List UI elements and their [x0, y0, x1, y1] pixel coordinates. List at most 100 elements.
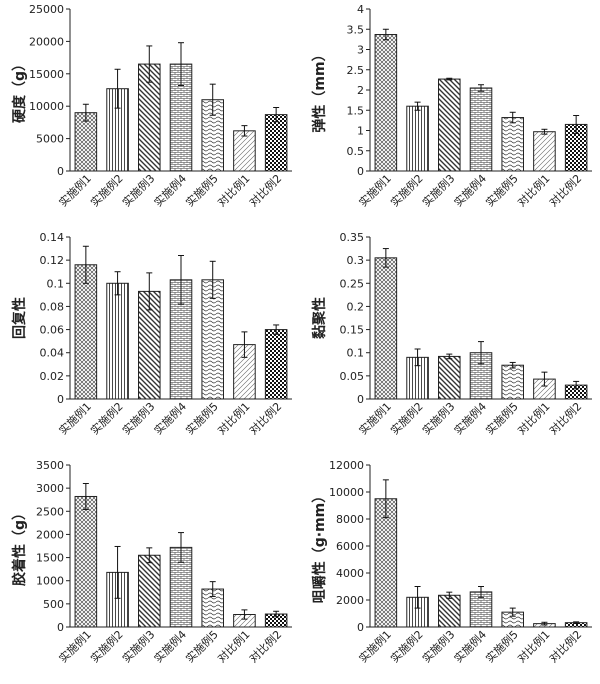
x-tick-label: 实施例2 [388, 627, 426, 665]
x-tick-label: 实施例5 [483, 399, 521, 437]
bar [138, 554, 161, 628]
y-tick-label: 3 [357, 44, 364, 57]
x-tick-label: 对比例1 [214, 399, 252, 437]
y-tick-label: 1.5 [347, 104, 365, 117]
bar [74, 264, 98, 400]
y-ticks: 0 0.02 0.04 0.06 0.08 0.1 0.12 0.14 [40, 231, 70, 406]
x-tick-label: 实施例5 [183, 399, 221, 437]
x-tick-label: 对比例1 [214, 171, 252, 209]
y-tick-label: 2500 [36, 505, 64, 518]
x-tick-label: 实施例5 [483, 171, 521, 209]
y-tick-label: 2000 [336, 594, 364, 607]
x-tick-label: 对比例1 [514, 627, 552, 665]
bar [438, 594, 461, 628]
y-tick-label: 1500 [36, 552, 64, 565]
y-axis-label: 胶着性（g） [11, 506, 28, 586]
y-tick-label: 10000 [329, 486, 364, 499]
x-tick-label: 实施例4 [151, 171, 189, 209]
x-tick-label: 对比例2 [546, 627, 584, 665]
y-tick-label: 0.35 [340, 231, 365, 244]
y-ticks: 0 0.5 1 1.5 2 2.5 3 3.5 4 [347, 3, 370, 178]
y-axis-label: 咀嚼性（g·mm） [311, 489, 328, 604]
y-tick-label: 1000 [36, 575, 64, 588]
y-tick-label: 0 [357, 393, 364, 406]
x-tick-label: 实施例5 [183, 627, 221, 665]
x-tick-label: 对比例1 [214, 627, 252, 665]
x-tick-label: 实施例3 [119, 399, 157, 437]
x-tick-label: 对比例2 [546, 171, 584, 209]
y-tick-label: 0.5 [347, 145, 365, 158]
x-tick-label: 实施例5 [183, 171, 221, 209]
y-tick-label: 0.06 [40, 324, 65, 337]
y-tick-label: 3.5 [347, 23, 365, 36]
y-tick-label: 0.2 [347, 300, 365, 313]
y-tick-label: 12000 [329, 459, 364, 472]
bar [438, 355, 461, 400]
y-axis-label: 硬度（g） [11, 57, 28, 123]
bar [406, 105, 429, 172]
x-tick-label: 实施例4 [151, 399, 189, 437]
bar [501, 364, 524, 400]
y-tick-label: 4 [357, 3, 364, 16]
bar [533, 131, 556, 172]
x-tick-label: 对比例2 [546, 399, 584, 437]
y-ticks: 0 2000 4000 6000 8000 10000 12000 [329, 459, 370, 634]
x-tick-label: 实施例5 [483, 627, 521, 665]
y-tick-label: 0.3 [347, 254, 365, 267]
bar [264, 114, 288, 172]
y-tick-label: 2.5 [347, 64, 365, 77]
x-tick-label: 实施例4 [451, 627, 489, 665]
chart-springiness: 00.511.522.533.54弹性（mm）实施例1实施例2实施例3实施例4实… [311, 3, 592, 209]
y-tick-label: 4000 [336, 567, 364, 580]
x-tick-label: 实施例2 [88, 399, 126, 437]
bar [106, 282, 129, 400]
x-tick-label: 实施例2 [88, 627, 126, 665]
bar [374, 34, 398, 172]
y-ticks: 0 500 1000 1500 2000 2500 3000 3500 [36, 459, 70, 634]
y-axis-label: 弹性（mm） [311, 47, 328, 132]
y-tick-label: 15000 [29, 68, 64, 81]
y-tick-label: 2 [357, 84, 364, 97]
y-tick-label: 0.02 [40, 370, 65, 383]
y-axis-label: 黏聚性 [311, 297, 328, 339]
bar [233, 130, 256, 172]
y-tick-label: 8000 [336, 513, 364, 526]
x-tick-label: 实施例4 [451, 171, 489, 209]
y-tick-label: 0.08 [40, 300, 65, 313]
y-tick-label: 25000 [29, 3, 64, 16]
y-tick-label: 3000 [36, 482, 64, 495]
y-tick-label: 500 [43, 598, 64, 611]
chart-gumminess: 0500100015002000250030003500胶着性（g）实施例1实施… [11, 459, 292, 665]
y-tick-label: 0 [57, 393, 64, 406]
y-tick-label: 1 [357, 125, 364, 138]
y-tick-label: 6000 [336, 540, 364, 553]
x-tick-label: 对比例2 [246, 171, 284, 209]
bar [469, 87, 493, 172]
bar [374, 257, 398, 400]
x-tick-label: 实施例4 [151, 627, 189, 665]
y-tick-label: 3500 [36, 459, 64, 472]
y-ticks: 0 0.05 0.1 0.15 0.2 0.25 0.3 0.35 [340, 231, 370, 406]
x-tick-label: 实施例3 [419, 627, 457, 665]
x-tick-label: 对比例1 [514, 399, 552, 437]
y-tick-label: 0.04 [40, 347, 65, 360]
y-tick-label: 0.1 [347, 347, 365, 360]
chart-hardness: 0500010000150002000025000硬度（g）实施例1实施例2实施… [11, 3, 292, 209]
y-tick-label: 0.14 [40, 231, 65, 244]
y-tick-label: 5000 [36, 133, 64, 146]
x-tick-label: 实施例2 [88, 171, 126, 209]
y-tick-label: 0 [357, 621, 364, 634]
bar [74, 495, 98, 628]
x-tick-label: 对比例2 [246, 399, 284, 437]
y-tick-label: 0.15 [340, 324, 365, 337]
bar [438, 78, 461, 172]
y-tick-label: 0 [57, 621, 64, 634]
y-ticks: 0 5000 10000 15000 20000 25000 [29, 3, 70, 178]
x-tick-label: 实施例2 [388, 171, 426, 209]
x-tick-label: 实施例3 [119, 171, 157, 209]
y-tick-label: 0.1 [47, 277, 65, 290]
y-tick-label: 2000 [36, 528, 64, 541]
x-tick-label: 对比例1 [514, 171, 552, 209]
y-tick-label: 0.12 [40, 254, 65, 267]
